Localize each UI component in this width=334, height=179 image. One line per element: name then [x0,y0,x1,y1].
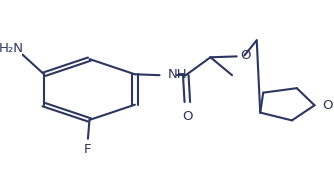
Text: NH: NH [168,68,188,81]
Text: H₂N: H₂N [0,42,23,55]
Text: O: O [322,99,333,112]
Text: F: F [84,143,92,156]
Text: O: O [183,110,193,123]
Text: O: O [240,49,251,62]
